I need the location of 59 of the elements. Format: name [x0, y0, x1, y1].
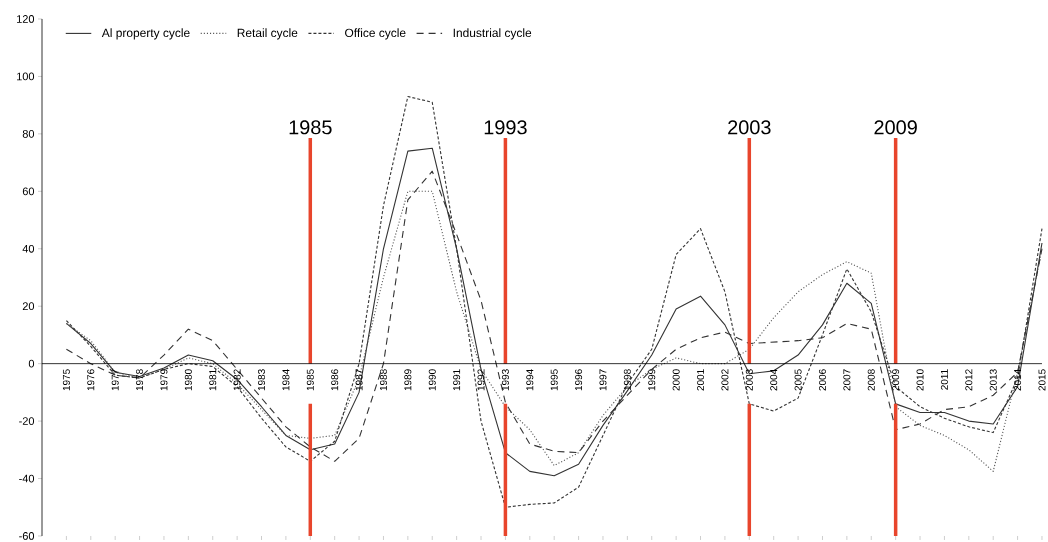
ref-line-label: 2003 [728, 120, 771, 135]
legend-label: Retail cycle [237, 28, 298, 40]
x-tick-label: 2006 [818, 369, 826, 391]
x-tick-label: 2010 [916, 369, 924, 391]
x-tick-label: 2012 [965, 369, 973, 391]
x-tick-label: 2008 [867, 369, 875, 391]
y-tick-label: 120 [17, 15, 35, 23]
ref-line-label: 1985 [289, 120, 332, 135]
x-tick-label: 1992 [477, 369, 485, 391]
x-tick-label: 2009 [892, 369, 900, 391]
x-tick-label: 1998 [623, 369, 631, 391]
y-tick-label: -20 [19, 417, 35, 425]
x-tick-label: 1996 [575, 369, 583, 391]
x-tick-label: 1988 [379, 369, 387, 391]
x-tick-label: 2005 [794, 369, 802, 391]
legend-label: Industrial cycle [453, 28, 532, 40]
x-tick-label: 2002 [721, 369, 729, 391]
x-tick-label: 2007 [843, 369, 851, 391]
x-tick-label: 1990 [428, 369, 436, 391]
x-tick-label: 1976 [87, 369, 95, 391]
x-tick-label: 1981 [209, 369, 217, 391]
x-tick-label: 1993 [501, 369, 509, 391]
y-tick-label: -40 [19, 474, 35, 483]
y-tick-label: 0 [28, 359, 35, 368]
x-tick-label: 1984 [282, 369, 290, 391]
ref-line-label: 2009 [874, 120, 917, 135]
legend-label: Office cycle [345, 28, 406, 40]
y-tick-label: 60 [22, 187, 35, 196]
x-tick-label: 2014 [1014, 369, 1022, 391]
x-tick-label: 1986 [331, 369, 339, 391]
x-tick-label: 1983 [257, 369, 266, 391]
x-tick-label: 1977 [111, 369, 119, 391]
x-tick-label: 2013 [989, 369, 997, 391]
x-tick-label: 1999 [648, 369, 656, 391]
x-tick-label: 1997 [599, 369, 607, 391]
x-tick-label: 1975 [62, 369, 70, 391]
x-tick-label: 1985 [306, 369, 314, 391]
x-tick-label: 1982 [233, 369, 241, 391]
x-tick-label: 2001 [697, 369, 705, 391]
x-tick-label: 1995 [550, 369, 558, 391]
x-tick-label: 1980 [184, 369, 192, 391]
y-tick-label: 100 [17, 72, 35, 81]
x-tick-label: 2004 [770, 369, 778, 391]
y-tick-label: 80 [22, 130, 35, 138]
legend-label: Al property cycle [101, 28, 190, 40]
ref-line-label: 1993 [484, 120, 527, 135]
x-tick-label: 2011 [940, 369, 948, 390]
y-tick-label: 20 [22, 302, 35, 311]
x-tick-label: 1994 [526, 369, 534, 391]
x-tick-label: 1987 [355, 369, 363, 391]
x-tick-label: 2000 [672, 369, 680, 391]
x-tick-label: 2003 [745, 369, 753, 391]
y-tick-label: -60 [19, 532, 35, 540]
x-tick-label: 1978 [136, 369, 144, 391]
x-tick-label: 2015 [1038, 369, 1046, 391]
x-tick-label: 1989 [404, 369, 412, 391]
y-tick-label: 40 [22, 244, 35, 253]
x-tick-label: 1991 [453, 369, 461, 391]
x-tick-label: 1979 [160, 369, 168, 391]
